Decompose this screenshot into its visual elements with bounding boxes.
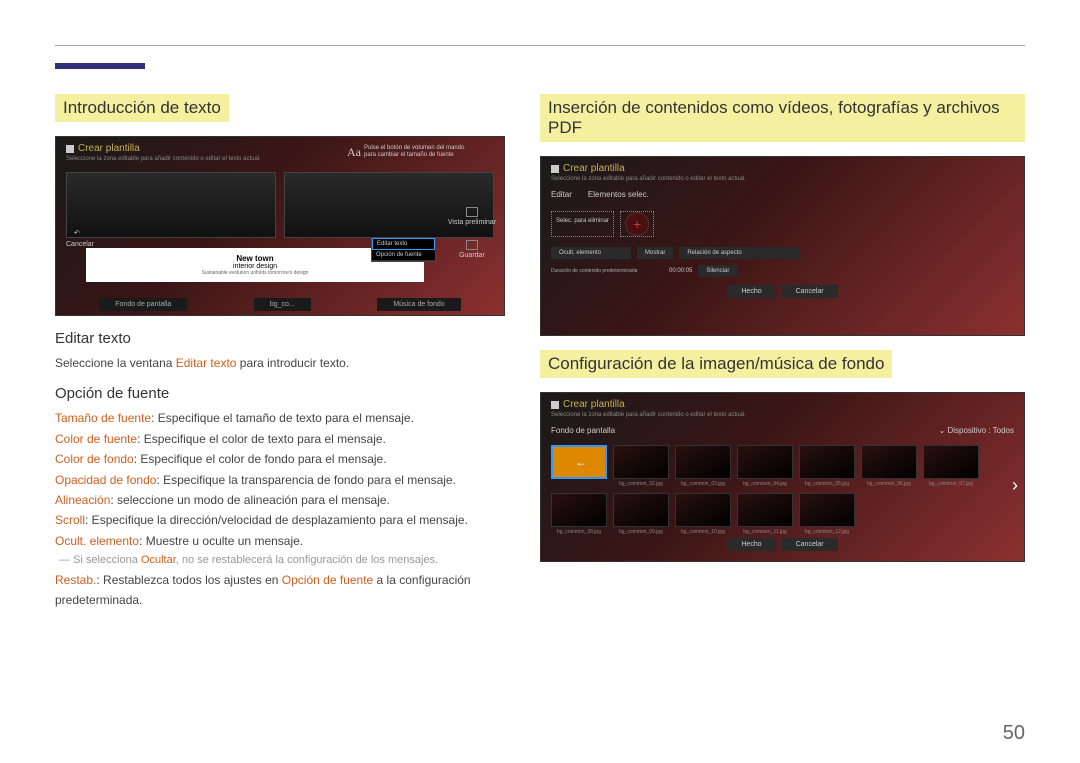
section-title-bg: Configuración de la imagen/música de fon…	[540, 350, 892, 378]
note-ocultar: ― Si selecciona Ocultar, no se restablec…	[55, 551, 505, 570]
header-accent	[55, 63, 145, 69]
option-item: Alineación: seleccione un modo de alinea…	[55, 490, 505, 510]
context-menu: Editar texto Opción de fuente	[371, 237, 436, 262]
menu-font-option: Opción de fuente	[372, 250, 435, 261]
option-item: Opacidad de fondo: Especifique la transp…	[55, 470, 505, 490]
select-to-delete: Selec. para eliminar	[551, 211, 614, 237]
thumbnail: bg_common_12.jpg	[799, 493, 855, 535]
ss-title: Crear plantilla	[563, 163, 625, 174]
page-number: 50	[1003, 722, 1025, 745]
heading-opcion: Opción de fuente	[55, 385, 505, 402]
menu-edit-text: Editar texto	[372, 238, 435, 250]
opt-mostrar: Mostrar	[637, 247, 673, 259]
option-item: Ocult. elemento: Muestre u oculte un men…	[55, 531, 505, 551]
label-duration: Duración de contenido predeterminada	[551, 268, 663, 274]
option-item: Scroll: Especifique la dirección/velocid…	[55, 510, 505, 530]
option-item: Color de fondo: Especifique el color de …	[55, 449, 505, 469]
cancel-button: Cancelar	[782, 285, 838, 298]
cancel-button: ↶ Cancelar	[66, 229, 94, 248]
option-item: Color de fuente: Especifique el color de…	[55, 429, 505, 449]
screenshot-background: Crear plantilla Seleccione la zona edita…	[540, 392, 1025, 562]
thumbnail: bg_common_02.jpg	[613, 445, 669, 487]
thumbnail: bg_common_07.jpg	[923, 445, 979, 487]
thumbnail: bg_common_04.jpg	[737, 445, 793, 487]
add-button: +	[620, 211, 654, 237]
section-title-intro: Introducción de texto	[55, 94, 229, 122]
ss-title: Crear plantilla	[78, 143, 140, 154]
label-ocult: Ocult. elemento	[551, 247, 631, 259]
bar-device: ⌄ Dispositivo : Todos	[939, 426, 1015, 435]
tab-wallpaper: Fondo de pantalla	[99, 298, 187, 311]
option-item: Tamaño de fuente: Especifique el tamaño …	[55, 408, 505, 428]
chevron-right-icon: ›	[1012, 475, 1018, 496]
tab-editar: Editar	[551, 190, 572, 199]
save-button: Guardar	[459, 240, 485, 259]
done-button: Hecho	[727, 285, 775, 298]
thumbnail: bg_common_11.jpg	[737, 493, 793, 535]
tab-bgco: bg_co...	[254, 298, 311, 311]
option-restab: Restab.: Restablezca todos los ajustes e…	[55, 570, 505, 611]
preview-button: Vista preliminar	[448, 207, 496, 226]
cancel-button: Cancelar	[782, 538, 838, 551]
thumbnail: bg_common_09.jpg	[613, 493, 669, 535]
ss-title: Crear plantilla	[563, 399, 625, 410]
section-title-insert: Inserción de contenidos como vídeos, fot…	[540, 94, 1025, 142]
ss-subtitle: Seleccione la zona editable para añadir …	[541, 412, 1024, 422]
bar-fondo: Fondo de pantalla	[551, 426, 615, 435]
template-frame	[66, 172, 276, 238]
thumbnail: bg_common_08.jpg	[551, 493, 607, 535]
ss-subtitle: Seleccione la zona editable para añadir …	[541, 176, 1024, 186]
thumbnail: bg_common_05.jpg	[799, 445, 855, 487]
tab-elementos: Elementos selec.	[588, 190, 649, 199]
paragraph-editar: Seleccione la ventana Editar texto para …	[55, 353, 505, 373]
time-value: 00:00:05	[669, 268, 692, 274]
tab-music: Música de fondo	[377, 298, 460, 311]
screenshot-insert-content: Crear plantilla Seleccione la zona edita…	[540, 156, 1025, 336]
opt-mute: Silenciar	[698, 265, 737, 277]
thumbnail: bg_common_10.jpg	[675, 493, 731, 535]
done-button: Hecho	[727, 538, 775, 551]
thumbnail: bg_common_06.jpg	[861, 445, 917, 487]
font-size-hint: Aa Pulse el botón de volumen del mando p…	[347, 145, 474, 160]
screenshot-edit-text: Crear plantilla Seleccione la zona edita…	[55, 136, 505, 316]
heading-editar: Editar texto	[55, 330, 505, 347]
opt-aspect: Relación de aspecto	[679, 247, 799, 259]
thumbnail: bg_common_03.jpg	[675, 445, 731, 487]
thumbnail	[551, 445, 607, 487]
